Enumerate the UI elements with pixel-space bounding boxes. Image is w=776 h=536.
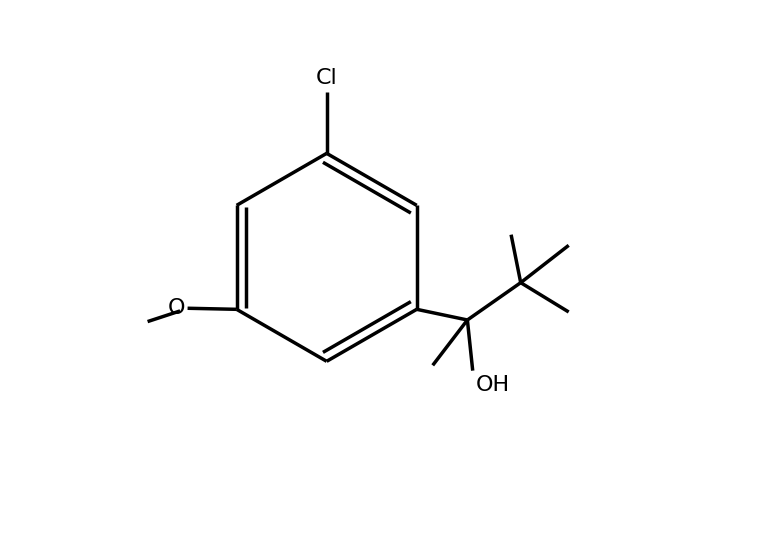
Text: Cl: Cl (316, 68, 338, 88)
Text: OH: OH (476, 375, 510, 395)
Text: O: O (168, 298, 185, 318)
